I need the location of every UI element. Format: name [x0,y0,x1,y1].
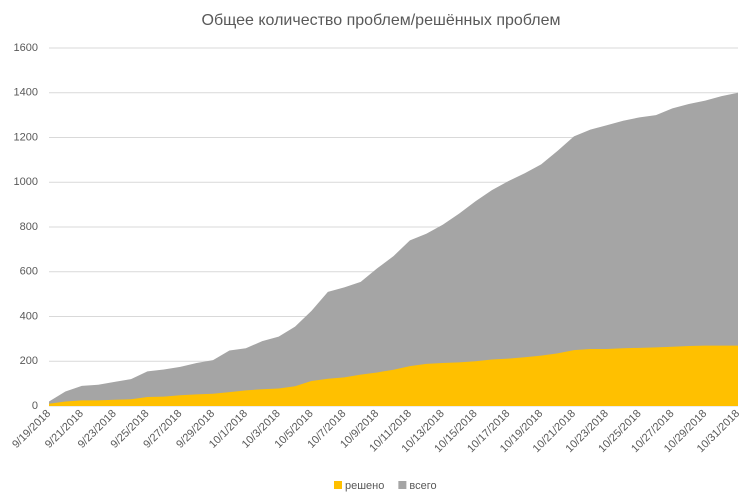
y-tick-label: 600 [20,266,38,278]
y-tick-label: 800 [20,221,38,233]
y-tick-label: 1600 [14,42,38,54]
y-tick-label: 400 [20,310,38,322]
legend-label: решено [345,480,384,492]
y-tick-label: 1200 [14,131,38,143]
y-tick-label: 1400 [14,87,38,99]
legend-swatch [334,481,342,489]
chart-title: Общее количество проблем/решённых пробле… [202,12,561,29]
area [49,345,738,406]
area [49,92,738,406]
y-tick-label: 200 [20,355,38,367]
y-tick-label: 1000 [14,176,38,188]
y-tick-label: 0 [32,400,38,412]
legend-label: всего [409,480,436,492]
legend-swatch [398,481,407,489]
